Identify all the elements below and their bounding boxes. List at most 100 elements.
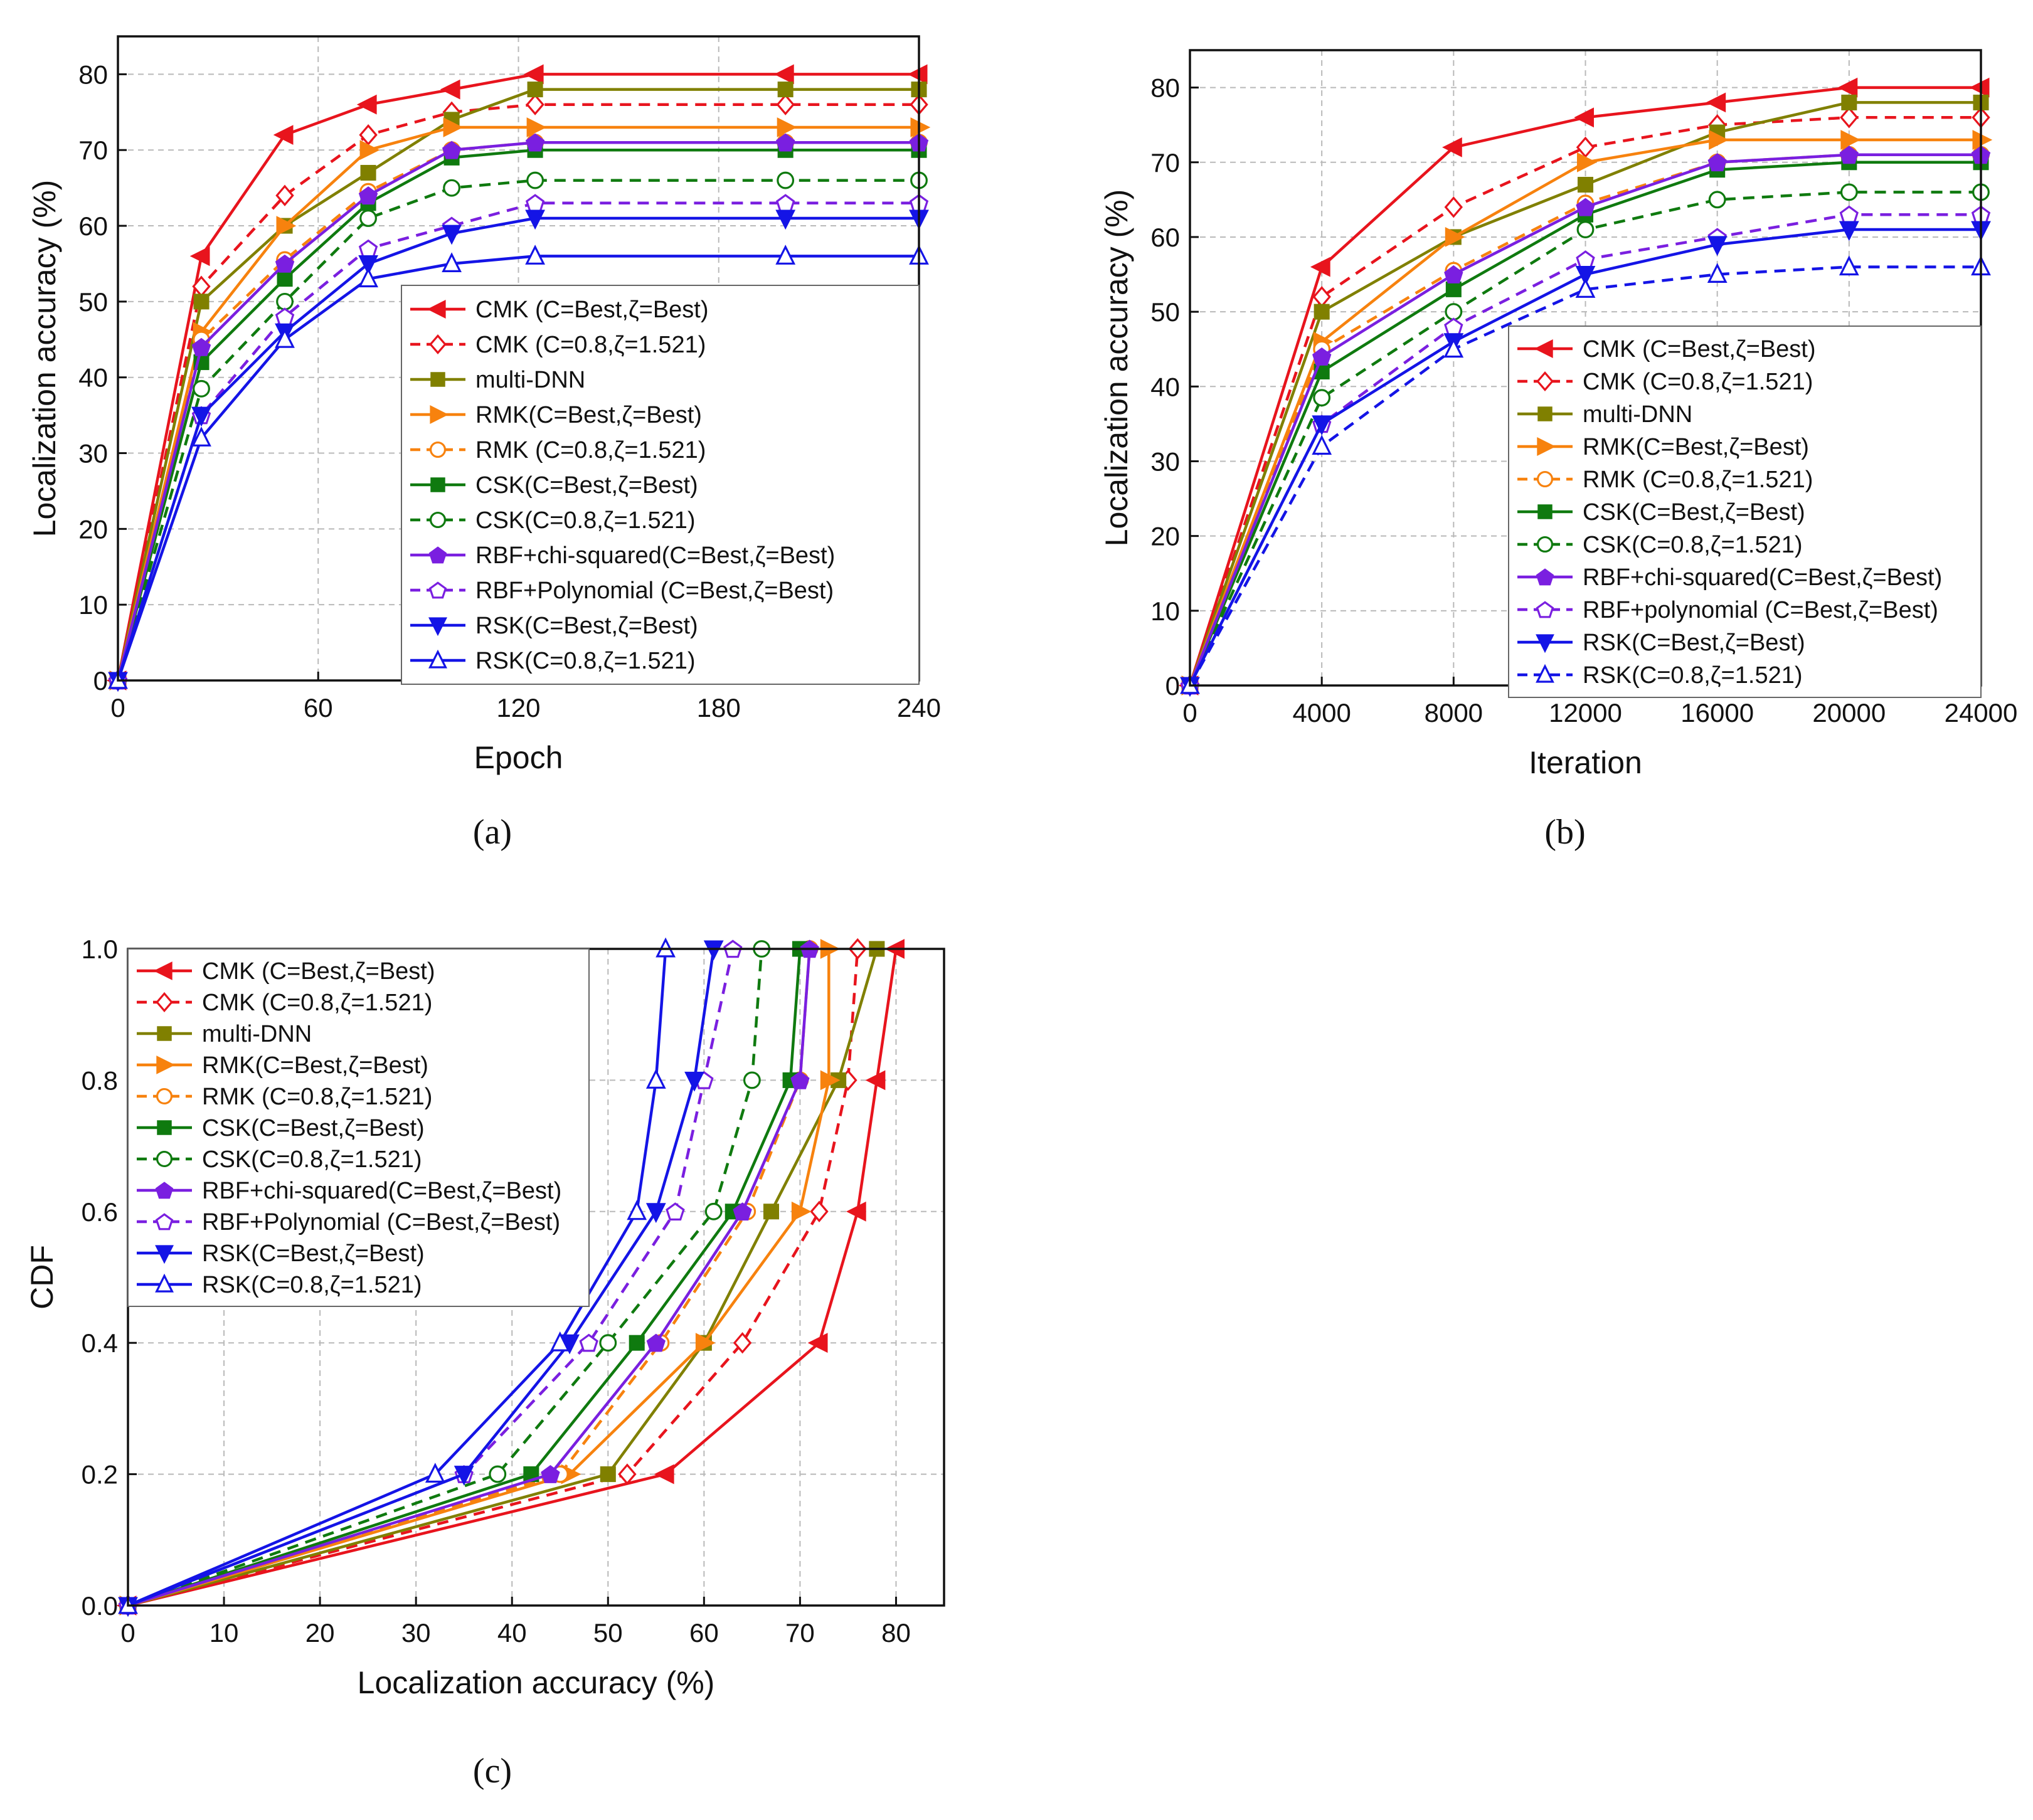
panel-b-series-rbf-chi-squared-c-best-z-best-point-4 (1707, 153, 1727, 172)
panel-a-legend-rmk-c-0-8-z-1-521-marker (429, 441, 447, 458)
panel-a-legend-csk-c-0-8-z-1-521-marker (429, 511, 447, 529)
panel-b-y-tick-label-3: 30 (1150, 447, 1180, 476)
panel-b-legend-rmk-c-best-z-best-marker (1537, 437, 1556, 456)
panel-c-y-tick-label-1: 0.2 (82, 1460, 118, 1489)
panel-a-legend-csk-c-best-z-best-marker (430, 477, 445, 492)
panel-c-series-csk-c-best-z-best-point-2 (629, 1335, 645, 1351)
panel-a-series-cmk-c-best-z-best-point-2 (273, 125, 294, 145)
panel-a-series-rmk-c-best-z-best-point-3 (359, 140, 380, 161)
panel-c-series-rbf-chi-squared-c-best-z-best-line (127, 948, 811, 1607)
panel-c-series-rbf-chi-squared-c-best-z-best-point-1 (541, 1465, 560, 1483)
panel-a-legend-cmk-c-best-z-best-label: CMK (C=Best,ζ=Best) (475, 297, 709, 323)
panel-a-y-tick-label-7: 70 (78, 135, 108, 165)
panel-b-y-axis-label: Localization accuracy (%) (1099, 189, 1134, 547)
panel-c-legend-rmk-c-0-8-z-1-521-marker (156, 1087, 173, 1105)
panel-c-x-tick-label-1: 10 (210, 1618, 239, 1648)
panel-c-legend-cmk-c-best-z-best-label: CMK (C=Best,ζ=Best) (202, 958, 435, 985)
panel-c-legend-cmk-c-0-8-z-1-521-marker (156, 992, 173, 1013)
panel-c-series-cmk-c-best-z-best-point-3 (846, 1201, 866, 1222)
panel-b-y-tick-label-8: 80 (1150, 73, 1180, 103)
panel-a-series-rmk-c-best-z-best-point-6 (777, 117, 797, 137)
panel-a-x-tick-label-1: 60 (304, 693, 333, 722)
panel-c-series-rbf-polynomial-c-best-z-best-point-3 (666, 1202, 685, 1221)
panel-c-legend-multi-dnn-label: multi-DNN (202, 1021, 312, 1047)
panel-a-series-rsk-c-best-z-best-line (116, 216, 919, 681)
panel-b-series-multi-dnn-point-3 (1577, 176, 1594, 193)
panel-c-x-tick-label-0: 0 (120, 1618, 135, 1648)
panel-a-series-rsk-c-0-8-z-1-521-point-5 (525, 245, 545, 265)
chart-panel-c: 0 10 20 30 40 50 60 70 80 0.0 0.2 0.4 0.6 0.8 1.0 Local… (24, 934, 945, 1700)
panel-b-y-tick-label-4: 40 (1150, 372, 1180, 401)
panel-b-legend-box (1508, 325, 1982, 698)
panel-a-legend-rbf-chi-squared-c-best-z-best-marker (428, 546, 447, 564)
panel-b-series-rsk-c-0-8-z-1-521-point-4 (1707, 263, 1728, 283)
panel-c-series-rsk-c-best-z-best-line (127, 948, 715, 1607)
panel-b-legend-rmk-c-0-8-z-1-521-marker (1536, 470, 1554, 488)
panel-a-series-cmk-c-best-z-best-point-5 (523, 64, 544, 85)
panel-c-series-multi-dnn-line (127, 948, 879, 1607)
panel-a-x-tick-label-2: 120 (496, 693, 540, 722)
panel-a-series-cmk-c-0-8-z-1-521-line (116, 103, 919, 681)
panel-b-series-multi-dnn-point-5 (1841, 94, 1857, 110)
panel-b-series-rbf-chi-squared-c-best-z-best-point-2 (1444, 265, 1463, 283)
panel-c-series-rmk-c-best-z-best-point-4 (820, 1070, 841, 1091)
panel-b-x-tick-label-3: 12000 (1549, 698, 1622, 727)
panel-a-y-axis-label: Localization accuracy (%) (27, 180, 62, 537)
panel-a-legend-rsk-c-best-z-best-marker (428, 617, 447, 637)
panel-a-series-cmk-c-0-8-z-1-521-point-2 (275, 184, 294, 206)
panel-c-y-axis-label: CDF (24, 1245, 60, 1309)
panel-b-series-rsk-c-0-8-z-1-521-point-1 (1312, 435, 1332, 455)
panel-c-y-tick-label-0: 0.0 (82, 1591, 118, 1621)
panel-c-series-cmk-c-best-z-best-point-2 (807, 1333, 828, 1353)
panel-c-legend-rbf-chi-squared-c-best-z-best-marker (155, 1182, 174, 1199)
panel-a-y-tick-label-6: 60 (78, 211, 108, 241)
panel-a-legend-rsk-c-0-8-z-1-521-marker (428, 649, 447, 669)
panel-a-series-rmk-c-best-z-best-point-2 (276, 216, 297, 236)
panel-c-series-rsk-c-0-8-z-1-521-point-3 (627, 1200, 647, 1220)
panel-b-series-rsk-c-best-z-best-point-1 (1312, 415, 1332, 436)
panel-b-legend-cmk-c-0-8-z-1-521-label: CMK (C=0.8,ζ=1.521) (1583, 369, 1813, 395)
panel-c-series-rsk-c-0-8-z-1-521-point-1 (425, 1463, 445, 1483)
panel-c-legend-csk-c-best-z-best-marker (157, 1120, 172, 1135)
panel-b-legend-rsk-c-best-z-best-marker (1536, 634, 1554, 653)
panel-b-y-tick-label-5: 50 (1150, 297, 1180, 327)
panel-a-legend-rbf-chi-squared-c-best-z-best-label: RBF+chi-squared(C=Best,ζ=Best) (475, 542, 835, 569)
panel-a-series-csk-c-0-8-z-1-521-point-3 (359, 209, 377, 227)
panel-b-series-rsk-c-best-z-best-point-5 (1839, 221, 1859, 241)
panel-c-series-rsk-c-best-z-best-point-3 (645, 1203, 666, 1224)
panel-b-legend-multi-dnn-label: multi-DNN (1583, 401, 1692, 428)
panel-c-series-rsk-c-best-z-best-point-4 (684, 1071, 704, 1092)
panel-b-series-rmk-c-best-z-best-point-4 (1709, 130, 1729, 150)
panel-b-series-csk-c-0-8-z-1-521-point-3 (1576, 221, 1595, 238)
panel-a-legend-multi-dnn-marker (430, 372, 445, 387)
panel-b-x-axis-label: Iteration (1529, 745, 1642, 780)
panel-a-x-tick-label-0: 0 (110, 693, 125, 722)
panel-c-legend-rbf-chi-squared-c-best-z-best-label: RBF+chi-squared(C=Best,ζ=Best) (202, 1178, 561, 1204)
panel-c-x-tick-label-3: 30 (401, 1618, 431, 1648)
panel-c-series-csk-c-0-8-z-1-521-point-3 (704, 1202, 723, 1220)
panel-b-series-csk-c-0-8-z-1-521-point-5 (1840, 183, 1858, 201)
panel-c-legend-rbf-polynomial-c-best-z-best-label: RBF+Polynomial (C=Best,ζ=Best) (202, 1209, 560, 1235)
panel-b-legend-rbf-chi-squared-c-best-z-best-marker (1536, 568, 1554, 586)
panel-b-series-group (1178, 77, 1993, 697)
panel-b-legend-csk-c-0-8-z-1-521-label: CSK(C=0.8,ζ=1.521) (1583, 532, 1803, 558)
panel-c-y-tick-label-4: 0.8 (82, 1066, 118, 1095)
panel-b-x-tick-label-0: 0 (1182, 698, 1197, 727)
panel-a-series-multi-dnn-point-6 (777, 82, 794, 98)
panel-b-legend-csk-c-best-z-best-label: CSK(C=Best,ζ=Best) (1583, 499, 1805, 526)
panel-a-y-tick-label-0: 0 (93, 666, 108, 696)
panel-a-legend-cmk-c-best-z-best-marker (427, 300, 446, 319)
panel-a-legend-multi-dnn-label: multi-DNN (475, 367, 585, 393)
panel-b-series-csk-c-best-z-best-point-2 (1445, 281, 1462, 297)
panel-c-legend-rmk-c-best-z-best-marker (156, 1055, 176, 1074)
panel-b-series-csk-c-0-8-z-1-521-point-1 (1313, 389, 1331, 407)
panel-c-x-axis-label: Localization accuracy (%) (358, 1665, 715, 1700)
panel-b-series-cmk-c-0-8-z-1-521-point-3 (1576, 136, 1595, 159)
panel-b-legend-rsk-c-0-8-z-1-521-marker (1536, 664, 1554, 683)
panel-a-series-cmk-c-best-z-best-line (116, 73, 919, 681)
panel-c-series-rmk-c-best-z-best-point-3 (791, 1201, 812, 1222)
panel-c-x-tick-label-5: 50 (593, 1618, 623, 1648)
panel-c-legend-rmk-c-0-8-z-1-521-label: RMK (C=0.8,ζ=1.521) (202, 1084, 432, 1110)
panel-b-series-multi-dnn-point-1 (1314, 304, 1330, 320)
panel-b-x-tick-label-2: 8000 (1425, 698, 1483, 727)
